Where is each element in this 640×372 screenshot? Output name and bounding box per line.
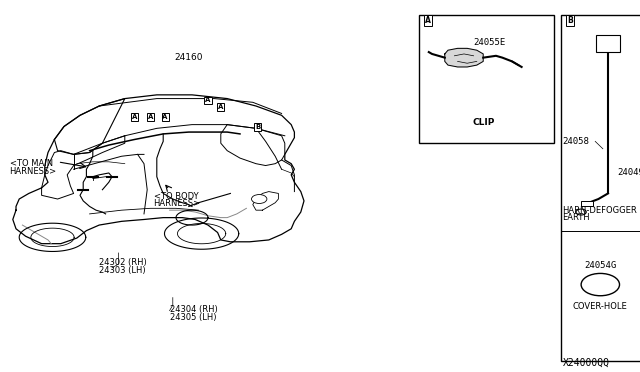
Text: <TO BODY: <TO BODY <box>154 192 198 201</box>
Text: 24160: 24160 <box>175 53 203 62</box>
Circle shape <box>581 273 620 296</box>
Text: HARNESS>: HARNESS> <box>154 199 201 208</box>
Text: COVER-HOLE: COVER-HOLE <box>573 302 628 311</box>
Text: A: A <box>148 114 153 120</box>
Text: 24302 (RH): 24302 (RH) <box>99 258 147 267</box>
Text: X24000QQ: X24000QQ <box>563 358 610 368</box>
Text: 24055E: 24055E <box>474 38 506 47</box>
Bar <box>596 35 620 52</box>
Bar <box>581 201 593 206</box>
Text: B: B <box>255 124 260 130</box>
Text: A: A <box>425 16 431 25</box>
Text: B: B <box>568 16 573 25</box>
Text: A: A <box>205 97 211 103</box>
Bar <box>419 15 554 143</box>
Text: 24303 (LH): 24303 (LH) <box>99 266 146 275</box>
Polygon shape <box>445 48 483 67</box>
Text: CLIP: CLIP <box>472 118 494 127</box>
Bar <box>561 15 640 361</box>
Text: EARTH: EARTH <box>562 213 589 222</box>
Text: A: A <box>163 114 168 120</box>
Text: <TO MAIN: <TO MAIN <box>10 159 52 168</box>
Circle shape <box>576 209 586 215</box>
Text: A: A <box>132 114 137 120</box>
Text: HARN-DEFOGGER: HARN-DEFOGGER <box>562 206 637 215</box>
Text: 24049D: 24049D <box>618 169 640 177</box>
Text: 24058: 24058 <box>562 137 589 146</box>
Text: 24054G: 24054G <box>584 262 616 270</box>
Text: 24305 (LH): 24305 (LH) <box>170 313 216 322</box>
Text: HARNESS>: HARNESS> <box>10 167 57 176</box>
Circle shape <box>252 195 267 203</box>
Text: A: A <box>218 104 223 110</box>
Text: 24304 (RH): 24304 (RH) <box>170 305 218 314</box>
